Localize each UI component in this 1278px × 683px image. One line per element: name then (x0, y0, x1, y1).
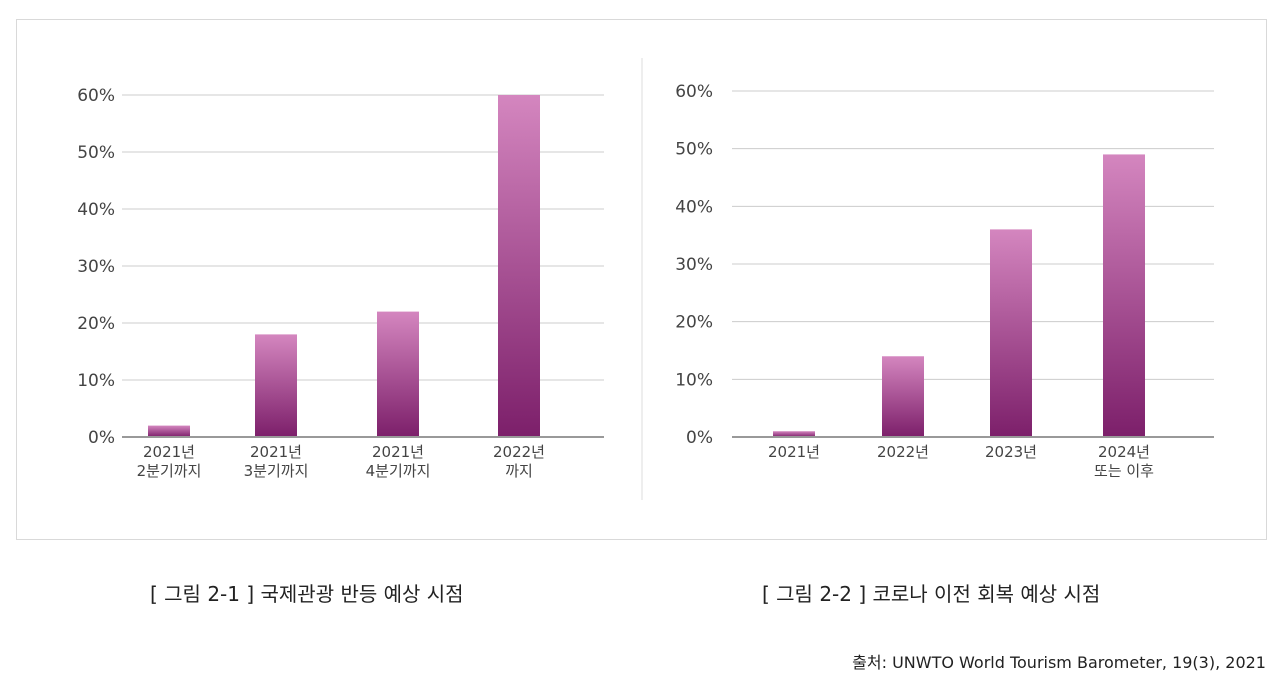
y-tick-label: 60% (675, 82, 713, 102)
bar (1103, 154, 1145, 437)
x-tick-label: 3분기까지 (244, 462, 309, 480)
charts-svg: 0%10%20%30%40%50%60%2021년2분기까지2021년3분기까지… (77, 58, 1214, 500)
x-tick-label: 까지 (505, 462, 533, 480)
bar (498, 95, 540, 437)
bar (773, 431, 815, 437)
y-tick-label: 0% (686, 428, 713, 448)
y-tick-label: 20% (675, 313, 713, 333)
x-tick-label: 2021년 (768, 443, 820, 461)
x-tick-label: 2021년 (372, 443, 424, 461)
x-tick-label: 2023년 (985, 443, 1037, 461)
y-tick-label: 30% (675, 255, 713, 275)
x-tick-label: 4분기까지 (366, 462, 431, 480)
bar (148, 425, 190, 437)
x-tick-label: 2022년 (493, 443, 545, 461)
x-tick-label: 2분기까지 (137, 462, 202, 480)
y-tick-label: 60% (77, 86, 115, 106)
y-tick-label: 40% (675, 197, 713, 217)
bar (990, 229, 1032, 437)
y-tick-label: 0% (88, 428, 115, 448)
x-tick-label: 2021년 (250, 443, 302, 461)
x-tick-label: 또는 이후 (1094, 462, 1154, 480)
bar (255, 334, 297, 437)
bar (882, 356, 924, 437)
x-tick-label: 2024년 (1098, 443, 1150, 461)
source-note: 출처: UNWTO World Tourism Barometer, 19(3)… (852, 653, 1266, 672)
bar (377, 311, 419, 437)
chart-left: 0%10%20%30%40%50%60%2021년2분기까지2021년3분기까지… (77, 86, 604, 480)
x-tick-label: 2021년 (143, 443, 195, 461)
caption-figure-2-2: [ 그림 2-2 ] 코로나 이전 회복 예상 시점 (762, 582, 1101, 606)
caption-figure-2-1: [ 그림 2-1 ] 국제관광 반등 예상 시점 (150, 582, 464, 606)
y-tick-label: 10% (77, 371, 115, 391)
y-tick-label: 10% (675, 370, 713, 390)
y-tick-label: 30% (77, 257, 115, 277)
y-tick-label: 50% (675, 140, 713, 160)
y-tick-label: 40% (77, 200, 115, 220)
y-tick-label: 50% (77, 143, 115, 163)
x-tick-label: 2022년 (877, 443, 929, 461)
y-tick-label: 20% (77, 314, 115, 334)
chart-right: 0% 10% 20% 30% 40% 50% 60% 2021년 2022년 2023년 2024년… (675, 82, 1214, 480)
